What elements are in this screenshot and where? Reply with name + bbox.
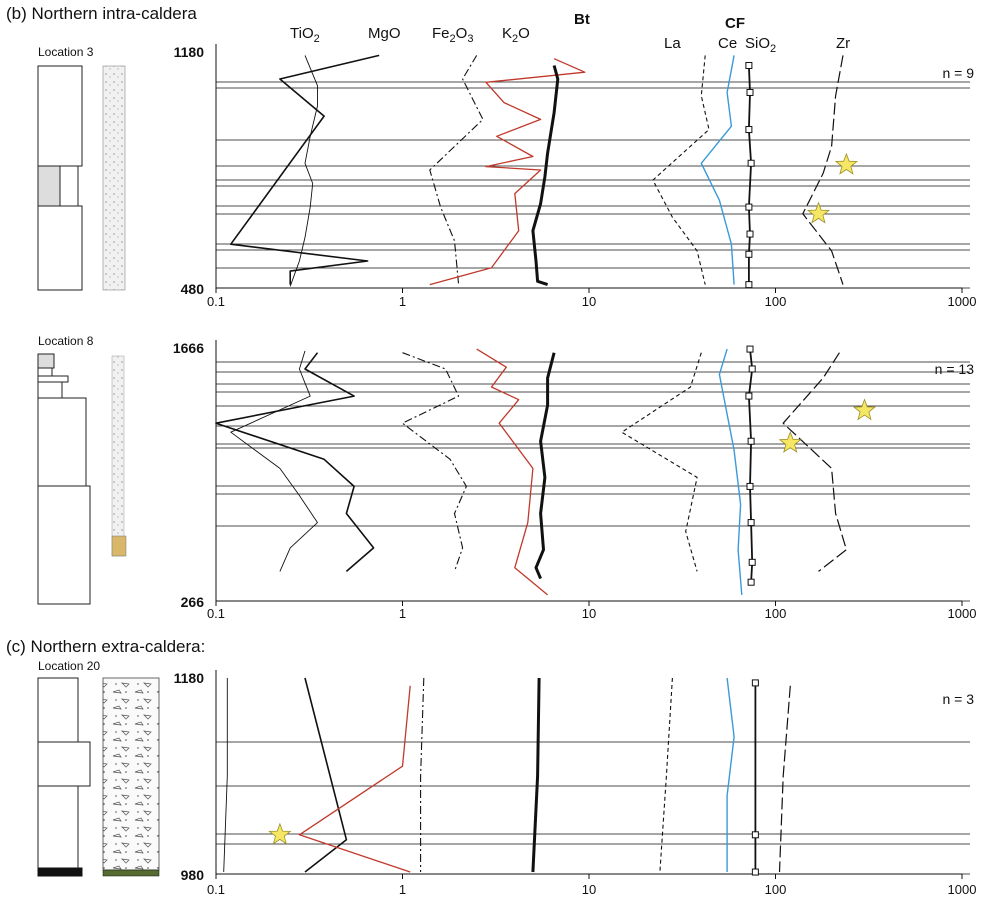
n-label: n = 3 [942,691,974,707]
panel-3: 0.1 1 10 100 1000 1180 980 n = 3 [174,670,977,897]
sio2-point [748,365,756,373]
x-tick-label: 1000 [948,606,977,621]
x-tick-label: 100 [765,606,787,621]
sio2-point [745,61,753,69]
sio2-point [745,281,753,289]
x-tick-label: 0.1 [207,882,225,897]
sio2-point [747,437,755,445]
x-tick-label: 1 [399,882,406,897]
series-la [652,55,710,285]
x-tick-label: 10 [582,606,596,621]
strat-column-loc8: Location 8 [37,334,127,605]
sio2-point [748,558,756,566]
series-zr [782,352,848,572]
star-marker [852,398,876,421]
y-bottom-label: 980 [181,867,205,883]
sio2-point [745,392,753,400]
x-tick-label: 1 [399,294,406,309]
series-bt [531,65,560,287]
section-c-title: (c) Northern extra-caldera: [6,637,205,656]
location-8-label: Location 8 [38,334,94,348]
series-ce [718,348,743,595]
series-zr [802,55,844,285]
sio2-point [746,230,754,238]
strat-column-loc3: Location 3 [37,45,126,291]
ce-header: Ce [718,35,737,52]
sio2-point [747,519,755,527]
series-k2o [429,58,586,286]
series-tio2 [230,350,318,572]
series-bt [531,677,541,873]
series-tio2 [289,55,318,287]
sio2-point [751,831,759,839]
location-20-label: Location 20 [38,659,100,673]
sio2-header: SiO2 [745,35,776,55]
series-sio2 [748,349,754,583]
series-fe2o3 [429,55,484,285]
series-mgo [304,677,348,873]
sio2-point [746,482,754,490]
sio2-point [751,868,759,876]
y-top-label: 1180 [174,670,205,686]
panel-1: 0.1 1 10 100 1000 1180 480 n = 9 [174,44,977,309]
zr-header: Zr [836,35,850,52]
y-bottom-label: 480 [181,281,205,297]
x-tick-label: 1000 [948,294,977,309]
bt-header: Bt [574,11,590,28]
series-la [659,677,673,873]
series-fe2o3 [401,352,467,572]
series-zr [778,685,791,873]
series-k2o [298,685,411,873]
section-b-title: (b) Northern intra-caldera [6,4,197,23]
sio2-point [747,578,755,586]
sio2-point [745,250,753,258]
series-ce [700,55,735,285]
sio2-point [747,159,755,167]
y-top-label: 1180 [174,44,205,60]
x-tick-label: 0.1 [207,294,225,309]
sio2-point [746,345,754,353]
series-tio2 [223,678,228,873]
x-tick-label: 1000 [948,882,977,897]
chart-panels: 0.1 1 10 100 1000 1180 480 n = 9 0.1 1 10 100 1000 16… [173,44,977,897]
series-mgo [230,54,380,285]
series-ce [726,677,735,872]
fe2o3-header: Fe2O3 [432,25,473,45]
la-header: La [664,35,681,52]
x-tick-label: 10 [582,294,596,309]
n-label: n = 9 [942,65,974,81]
n-label: n = 13 [935,361,975,377]
x-tick-label: 100 [765,294,787,309]
series-bt [534,352,556,580]
star-marker [268,822,292,845]
y-bottom-label: 266 [181,594,205,610]
tio2-header: TiO2 [290,25,320,45]
series-la [621,352,702,572]
series-header: TiO2 MgO Fe2O3 K2O Bt La CF Ce SiO2 Zr [290,11,850,55]
x-tick-label: 1 [399,606,406,621]
star-marker [806,201,830,224]
sio2-point [745,203,753,211]
strat-column-loc20: Location 20 [37,659,160,877]
x-tick-label: 0.1 [207,606,225,621]
x-tick-label: 100 [765,882,787,897]
series-k2o [476,348,549,596]
k2o-header: K2O [502,25,530,45]
star-marker [778,430,802,453]
series-mgo [215,352,375,573]
x-tick-label: 10 [582,882,596,897]
y-top-label: 1666 [173,340,204,356]
cf-header: CF [725,15,745,32]
sio2-point [751,679,759,687]
panel-2: 0.1 1 10 100 1000 1666 266 n = 13 [173,340,977,621]
sio2-point [746,88,754,96]
location-3-label: Location 3 [38,45,94,59]
star-marker [834,152,858,175]
sio2-point [745,126,753,134]
mgo-header: MgO [368,25,401,42]
series-fe2o3 [420,677,425,872]
